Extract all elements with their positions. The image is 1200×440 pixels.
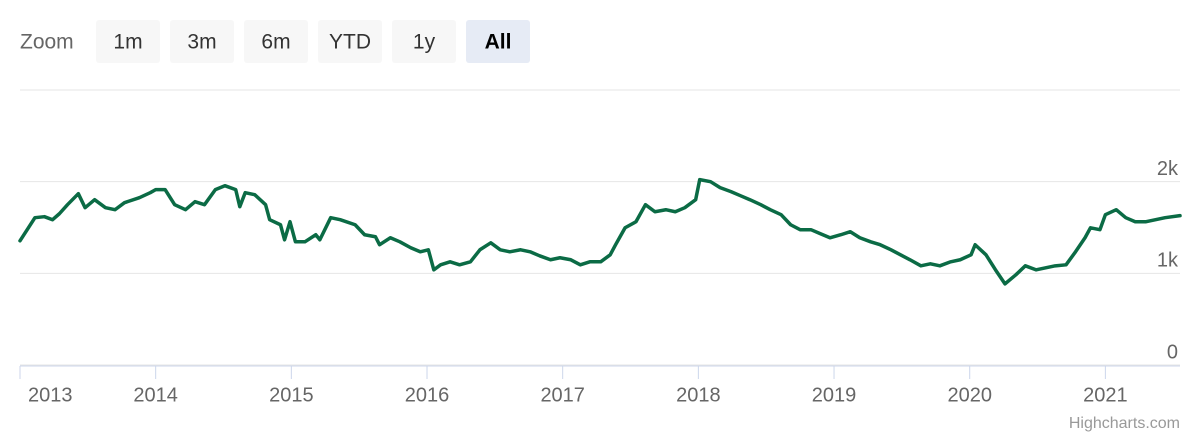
x-tick-label: 2017	[540, 384, 585, 406]
zoom-button-label[interactable]: All	[485, 31, 512, 54]
zoom-button-label[interactable]: 3m	[187, 31, 216, 54]
zoom-button[interactable]	[170, 20, 234, 63]
y-tick-label: 2k	[1157, 158, 1179, 180]
y-tick-label: 0	[1167, 341, 1178, 363]
zoom-button-label[interactable]: 1y	[413, 31, 436, 54]
x-tick-label: 2020	[947, 384, 992, 406]
credits[interactable]: Highcharts.com	[1069, 415, 1180, 432]
x-tick-label: 2015	[269, 384, 314, 406]
x-tick-label: 2019	[812, 384, 857, 406]
line-series	[18, 177, 1182, 286]
x-tick-label: 2018	[676, 384, 721, 406]
x-tick-label: 2013	[28, 384, 73, 406]
zoom-button[interactable]	[392, 20, 456, 63]
zoom-button[interactable]	[244, 20, 308, 63]
zoom-label: Zoom	[20, 31, 74, 54]
x-tick-label: 2014	[133, 384, 178, 406]
zoom-button-label[interactable]: YTD	[329, 31, 371, 54]
zoom-button-label[interactable]: 6m	[261, 31, 290, 54]
x-tick-label: 2016	[405, 384, 450, 406]
y-tick-label: 1k	[1157, 250, 1179, 272]
zoom-button-label[interactable]: 1m	[113, 31, 142, 54]
zoom-button[interactable]	[466, 20, 530, 63]
zoom-button[interactable]	[96, 20, 160, 63]
zoom-button[interactable]	[318, 20, 382, 63]
x-tick-label: 2021	[1083, 384, 1128, 406]
